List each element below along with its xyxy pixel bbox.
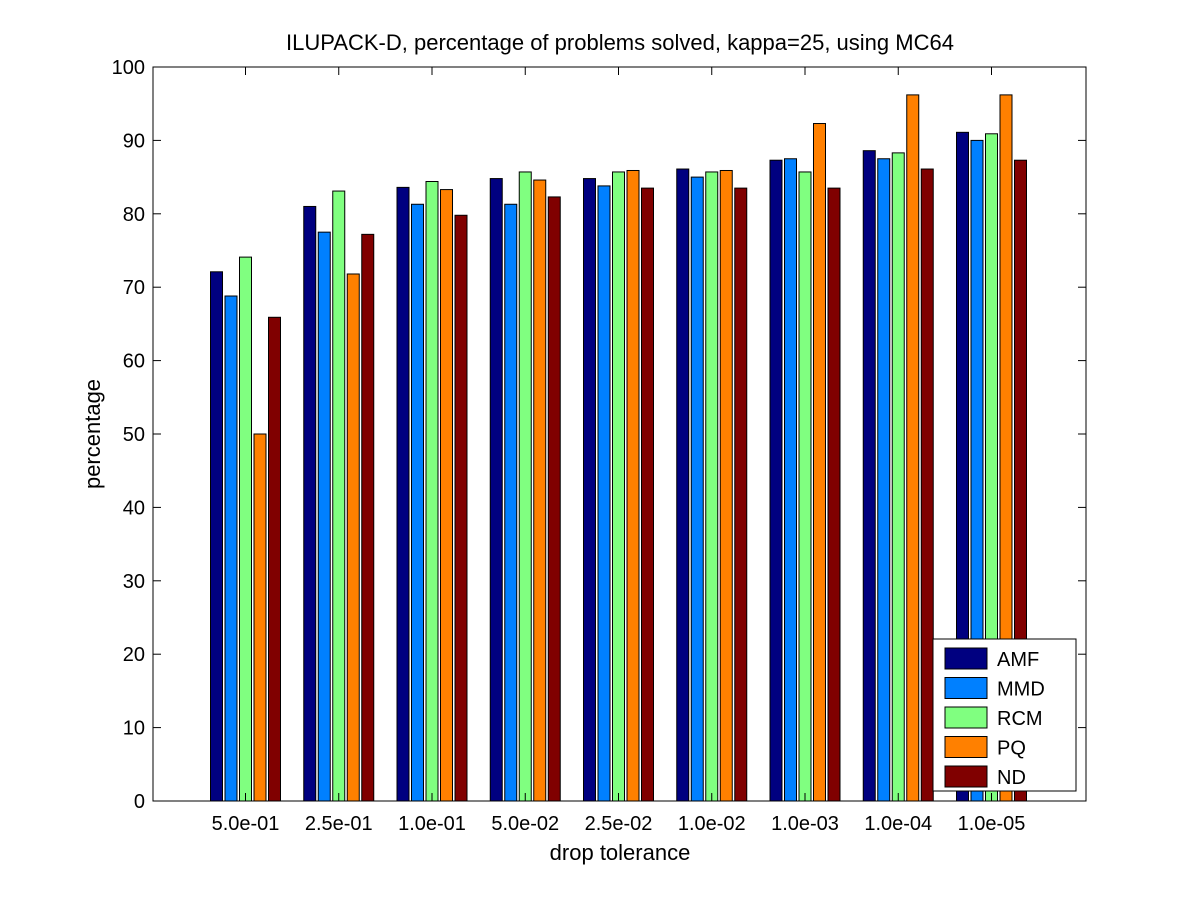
bar-amf-6 <box>769 159 783 802</box>
bar-amf-4 <box>583 178 596 802</box>
legend-label-rcm: RCM <box>997 708 1043 730</box>
x-tick-label: 1.0e-01 <box>398 813 466 835</box>
y-tick-label: 50 <box>123 424 145 446</box>
bar-nd-7 <box>920 168 934 802</box>
plot-area <box>210 94 1027 802</box>
bar-rcm-3 <box>518 171 532 802</box>
y-tick-label: 30 <box>123 571 145 593</box>
legend-swatch-pq <box>944 736 988 758</box>
x-tick-label: 1.0e-05 <box>958 813 1026 835</box>
bar-mmd-3 <box>504 203 518 802</box>
bar-amf-5 <box>676 168 690 802</box>
bar-nd-3 <box>547 196 561 802</box>
bar-rcm-1 <box>332 190 346 802</box>
bar-nd-4 <box>641 187 654 802</box>
bar-rcm-4 <box>612 171 625 802</box>
legend-label-pq: PQ <box>997 738 1026 760</box>
chart-title: ILUPACK-D, percentage of problems solved… <box>286 30 954 55</box>
x-tick-label: 5.0e-01 <box>212 813 280 835</box>
bar-rcm-2 <box>425 181 439 802</box>
bar-rcm-5 <box>705 171 719 802</box>
bar-mmd-0 <box>224 295 238 802</box>
x-axis-label: drop tolerance <box>550 840 691 865</box>
bar-pq-6 <box>813 123 826 802</box>
bar-mmd-2 <box>411 203 424 802</box>
x-tick-label: 5.0e-02 <box>491 813 559 835</box>
x-tick-label: 1.0e-04 <box>864 813 932 835</box>
bar-amf-0 <box>210 271 223 802</box>
legend-label-nd: ND <box>997 767 1026 789</box>
y-tick-label: 10 <box>123 718 145 740</box>
x-tick-label: 2.5e-02 <box>585 813 653 835</box>
bar-pq-4 <box>626 169 640 802</box>
bar-pq-0 <box>253 433 267 802</box>
bar-pq-3 <box>533 179 547 802</box>
legend-label-amf: AMF <box>997 649 1039 671</box>
bar-pq-5 <box>719 169 733 802</box>
bar-amf-1 <box>303 205 317 802</box>
bar-nd-1 <box>361 233 375 802</box>
legend: AMF MMD RCM PQ ND <box>932 638 1077 792</box>
bar-pq-2 <box>440 189 453 802</box>
bar-rcm-7 <box>891 152 905 802</box>
x-tick-label: 2.5e-01 <box>305 813 373 835</box>
y-tick-label: 40 <box>123 497 145 519</box>
y-tick-label: 80 <box>123 204 145 226</box>
bar-nd-2 <box>454 214 468 802</box>
axis-ticks: 0 10 20 30 40 50 60 70 80 90 100 5.0e-01 2.5e-01 1.0e… <box>112 57 1086 835</box>
bar-amf-3 <box>489 178 503 802</box>
y-tick-label: 90 <box>123 130 145 152</box>
x-tick-label: 1.0e-03 <box>771 813 839 835</box>
x-tick-label: 1.0e-02 <box>678 813 746 835</box>
y-tick-label: 0 <box>134 791 145 813</box>
y-tick-label: 20 <box>123 644 145 666</box>
bar-nd-0 <box>268 316 281 802</box>
bar-mmd-1 <box>317 231 331 802</box>
bar-pq-7 <box>906 94 920 802</box>
y-axis-label: percentage <box>80 379 105 489</box>
y-tick-label: 60 <box>123 351 145 373</box>
legend-swatch-mmd <box>944 677 988 699</box>
y-tick-label: 100 <box>112 57 145 79</box>
legend-swatch-rcm <box>944 706 988 729</box>
bar-amf-2 <box>396 186 410 802</box>
bar-rcm-0 <box>239 256 252 802</box>
bar-nd-6 <box>827 187 841 802</box>
bar-rcm-6 <box>798 171 812 802</box>
legend-label-mmd: MMD <box>997 679 1045 701</box>
bar-amf-7 <box>862 150 876 802</box>
bar-mmd-5 <box>690 176 704 802</box>
bar-mmd-6 <box>784 158 797 802</box>
bar-pq-1 <box>346 273 360 802</box>
bar-nd-5 <box>734 187 748 802</box>
legend-swatch-nd <box>944 765 988 788</box>
bar-mmd-4 <box>597 185 611 802</box>
y-tick-label: 70 <box>123 277 145 299</box>
bar-mmd-7 <box>877 158 891 802</box>
legend-swatch-amf <box>944 647 988 670</box>
